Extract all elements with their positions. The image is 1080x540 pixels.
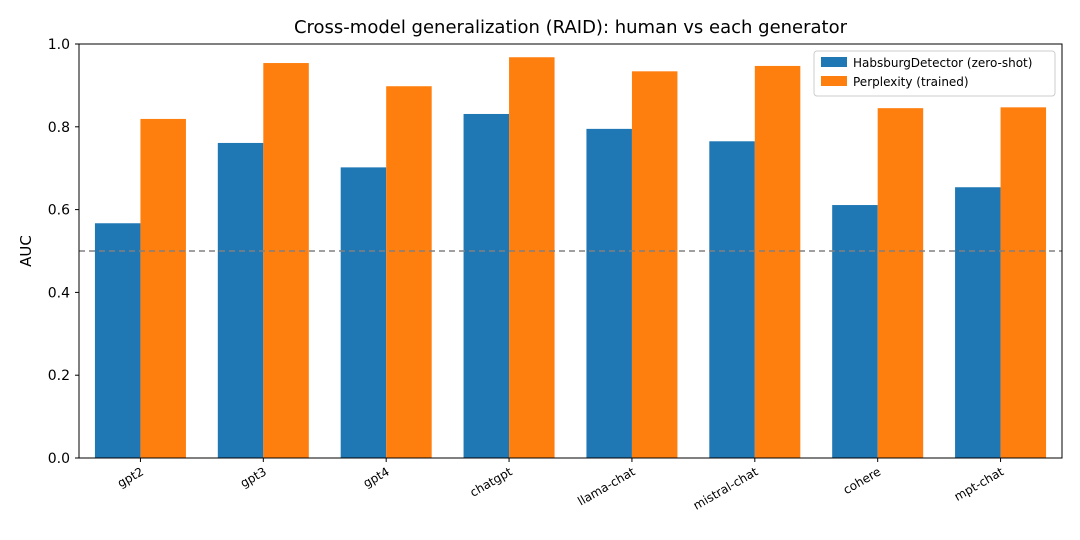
y-tick-label-0.4: 0.4 — [48, 285, 70, 301]
plot-area: gpt2 gpt3 gpt4 chatgpt llama-chat mistral-cha… — [48, 37, 1063, 513]
legend-label-habsburg: HabsburgDetector (zero-shot) — [853, 56, 1032, 70]
bar-habsburg-cohere — [832, 205, 878, 458]
bar-perplexity-mpt-chat — [1000, 107, 1047, 458]
x-tick-label-mpt-chat: mpt-chat — [952, 464, 1007, 504]
bar-perplexity-gpt4 — [386, 86, 432, 458]
legend: HabsburgDetector (zero-shot) Perplexity (… — [813, 50, 1056, 97]
x-tick-label-mistral-chat: mistral-chat — [691, 464, 761, 512]
x-tick-label-chatgpt: chatgpt — [468, 464, 515, 499]
y-tick-label-0.0: 0.0 — [48, 451, 70, 467]
bar-habsburg-mpt-chat — [955, 187, 1001, 458]
y-tick-label-0.6: 0.6 — [48, 203, 70, 219]
legend-swatch-perplexity — [821, 76, 847, 86]
bar-habsburg-llama-chat — [586, 128, 632, 458]
x-tick-label-cohere: cohere — [841, 464, 883, 497]
bar-habsburg-gpt2 — [94, 223, 141, 458]
bar-perplexity-llama-chat — [631, 71, 678, 458]
bar-perplexity-cohere — [877, 108, 924, 459]
x-tick-label-llama-chat: llama-chat — [575, 464, 637, 508]
bar-perplexity-mistral-chat — [754, 65, 801, 458]
y-tick-label-0.8: 0.8 — [48, 120, 70, 136]
legend-swatch-habsburg — [821, 57, 847, 67]
x-tick-label-gpt4: gpt4 — [361, 464, 392, 490]
bar-perplexity-chatgpt — [509, 57, 555, 459]
bar-habsburg-chatgpt — [463, 113, 510, 458]
axes-frame — [78, 43, 1063, 459]
bar-habsburg-gpt3 — [217, 142, 264, 459]
legend-label-perplexity: Perplexity (trained) — [853, 75, 969, 89]
chart-title: Cross-model generalization (RAID): human… — [294, 17, 848, 38]
y-tick-label-0.2: 0.2 — [48, 368, 70, 384]
y-tick-label-1.0: 1.0 — [48, 37, 70, 53]
x-tick-label-gpt2: gpt2 — [115, 464, 146, 490]
bar-perplexity-gpt2 — [140, 118, 186, 459]
bar-perplexity-gpt3 — [263, 63, 309, 458]
y-axis-label: AUC — [17, 235, 35, 267]
x-tick-label-gpt3: gpt3 — [238, 464, 269, 490]
legend-box — [813, 50, 1056, 97]
bar-habsburg-gpt4 — [340, 167, 387, 458]
bar-habsburg-mistral-chat — [709, 141, 755, 459]
